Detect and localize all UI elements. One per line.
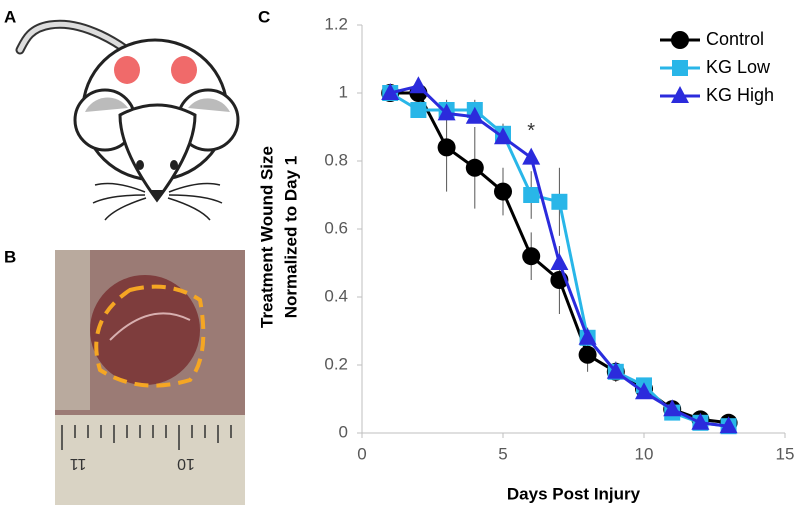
- data-point: [691, 412, 710, 430]
- data-point: [465, 106, 484, 124]
- data-point: [663, 399, 682, 417]
- data-point: [437, 103, 456, 121]
- data-point: [494, 127, 512, 145]
- y-tick-label: 1.2: [324, 14, 348, 33]
- legend-marker: [671, 86, 689, 103]
- legend-label: Control: [706, 29, 764, 49]
- data-point: [522, 247, 541, 266]
- data-point: [410, 102, 427, 118]
- x-tick-label: 10: [635, 444, 654, 463]
- data-point: [381, 83, 400, 100]
- data-point: [437, 138, 456, 157]
- data-point: [551, 193, 568, 210]
- ruler-label: 10: [177, 455, 195, 472]
- x-tick-label: 5: [498, 444, 507, 463]
- legend-label: KG High: [706, 85, 774, 105]
- ruler-label: 11: [70, 455, 87, 472]
- y-tick-label: 0.4: [324, 286, 348, 305]
- y-tick-label: 0: [339, 422, 348, 441]
- wound-photo: 11 10: [55, 250, 245, 505]
- data-point: [578, 345, 597, 364]
- mouse-illustration: [15, 19, 240, 221]
- legend-marker: [672, 60, 688, 76]
- chart: 0 0.2 0.4 0.6 0.8 1 1.2 0 5 10 15 Days Post Injury T…: [257, 14, 794, 503]
- y-axis-label: Normalized to Day 1: [281, 156, 300, 319]
- data-point: [550, 253, 569, 270]
- panel-label: A: [4, 7, 16, 26]
- data-point: [606, 361, 625, 379]
- data-point: [522, 147, 541, 165]
- y-tick-label: 0.6: [324, 218, 348, 237]
- legend-marker: [671, 31, 689, 49]
- annotation: *: [527, 120, 535, 142]
- x-axis-label: Days Post Injury: [507, 484, 641, 503]
- x-tick-label: 0: [357, 444, 366, 463]
- x-tick-label: 15: [776, 444, 795, 463]
- data-point: [719, 416, 738, 434]
- panel-label: B: [4, 247, 16, 266]
- y-tick-label: 1: [339, 82, 348, 101]
- data-point: [523, 187, 540, 203]
- y-tick-label: 0.2: [324, 354, 348, 373]
- data-point: [635, 382, 653, 400]
- data-point: [465, 158, 484, 177]
- legend-label: KG Low: [706, 57, 771, 77]
- data-point: [578, 327, 597, 345]
- y-axis-label: Treatment Wound Size: [257, 146, 276, 328]
- y-tick-label: 0.8: [324, 150, 348, 169]
- data-point: [409, 76, 428, 94]
- data-point: [494, 182, 512, 201]
- panel-label: C: [258, 7, 270, 26]
